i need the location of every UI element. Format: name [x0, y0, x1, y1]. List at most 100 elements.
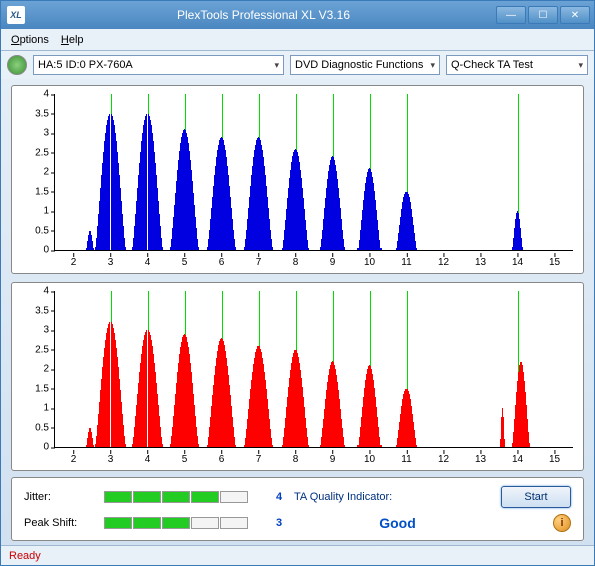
y-tick: 2.5: [21, 147, 49, 158]
segment: [104, 517, 132, 529]
y-tick: 1: [21, 403, 49, 414]
jitter-value: 4: [264, 491, 294, 503]
x-tick: 10: [364, 454, 375, 465]
x-tick: 14: [512, 257, 523, 268]
chevron-down-icon: ▾: [274, 60, 279, 71]
function-select-value: DVD Diagnostic Functions: [295, 59, 423, 71]
minimize-button[interactable]: —: [496, 6, 526, 24]
data-bar: [522, 247, 523, 250]
x-tick: 13: [475, 257, 486, 268]
y-tick: 3.5: [21, 305, 49, 316]
y-tick: 3.5: [21, 108, 49, 119]
menu-options[interactable]: Options: [11, 34, 49, 46]
ta-quality-label: TA Quality Indicator:: [294, 491, 501, 503]
x-tick: 15: [549, 257, 560, 268]
data-bar: [529, 443, 530, 447]
x-tick: 12: [438, 454, 449, 465]
chart-bottom: 00.511.522.533.5423456789101112131415: [11, 282, 584, 471]
y-tick: 1: [21, 206, 49, 217]
plot-bottom: 00.511.522.533.5423456789101112131415: [54, 291, 573, 448]
jitter-bar: [104, 491, 264, 503]
window-title: PlexTools Professional XL V3.16: [31, 8, 496, 22]
x-tick: 9: [330, 454, 336, 465]
x-tick: 13: [475, 454, 486, 465]
app-icon: XL: [7, 6, 25, 24]
app-window: XL PlexTools Professional XL V3.16 — ☐ ✕…: [0, 0, 595, 566]
y-tick: 0: [21, 245, 49, 256]
data-bar: [272, 445, 273, 447]
data-bar: [504, 439, 505, 447]
x-tick: 8: [293, 454, 299, 465]
peakshift-bar: [104, 517, 264, 529]
quality-panel: Jitter: 4 TA Quality Indicator: Start Pe…: [11, 477, 584, 541]
drive-icon: [7, 55, 27, 75]
titlebar: XL PlexTools Professional XL V3.16 — ☐ ✕: [1, 1, 594, 29]
y-tick: 4: [21, 89, 49, 100]
function-select[interactable]: DVD Diagnostic Functions ▾: [290, 55, 440, 75]
x-tick: 2: [71, 454, 77, 465]
segment: [191, 517, 219, 529]
x-tick: 4: [145, 257, 151, 268]
ta-quality-value: Good: [294, 515, 501, 531]
segment: [104, 491, 132, 503]
start-button[interactable]: Start: [501, 486, 571, 508]
x-tick: 6: [219, 454, 225, 465]
plot-top: 00.511.522.533.5423456789101112131415: [54, 94, 573, 251]
x-tick: 12: [438, 257, 449, 268]
data-bar: [416, 248, 417, 250]
test-select-value: Q-Check TA Test: [451, 59, 533, 71]
charts-area: 00.511.522.533.5423456789101112131415 00…: [1, 79, 594, 477]
data-bar: [198, 247, 199, 250]
data-bar: [308, 248, 309, 251]
menubar: Options Help: [1, 29, 594, 51]
segment: [133, 517, 161, 529]
maximize-button[interactable]: ☐: [528, 6, 558, 24]
data-bar: [125, 444, 126, 447]
y-tick: 2.5: [21, 344, 49, 355]
jitter-label: Jitter:: [24, 491, 104, 503]
y-tick: 2: [21, 167, 49, 178]
x-tick: 14: [512, 454, 523, 465]
chevron-down-icon: ▾: [430, 60, 435, 71]
data-bar: [344, 247, 345, 250]
y-tick: 1.5: [21, 186, 49, 197]
x-tick: 3: [108, 257, 114, 268]
x-tick: 6: [219, 257, 225, 268]
drive-select-value: HA:5 ID:0 PX-760A: [38, 59, 133, 71]
y-tick: 0.5: [21, 422, 49, 433]
data-bar: [380, 248, 381, 250]
x-tick: 4: [145, 454, 151, 465]
statusbar: Ready: [1, 545, 594, 565]
segment: [133, 491, 161, 503]
segment: [220, 491, 248, 503]
data-bar: [235, 247, 236, 250]
data-bar: [344, 445, 345, 447]
x-tick: 5: [182, 257, 188, 268]
data-bar: [416, 445, 417, 447]
y-tick: 0.5: [21, 225, 49, 236]
data-bar: [272, 247, 273, 250]
x-tick: 3: [108, 454, 114, 465]
drive-select[interactable]: HA:5 ID:0 PX-760A ▾: [33, 55, 284, 75]
x-tick: 11: [401, 257, 411, 268]
test-select[interactable]: Q-Check TA Test ▾: [446, 55, 588, 75]
y-tick: 4: [21, 286, 49, 297]
data-bar: [380, 445, 381, 447]
menu-help[interactable]: Help: [61, 34, 84, 46]
y-tick: 3: [21, 128, 49, 139]
info-icon[interactable]: i: [553, 514, 571, 532]
status-text: Ready: [9, 550, 41, 562]
chevron-down-icon: ▾: [578, 60, 583, 71]
data-bar: [162, 247, 163, 250]
close-button[interactable]: ✕: [560, 6, 590, 24]
x-tick: 7: [256, 454, 262, 465]
segment: [162, 517, 190, 529]
x-tick: 9: [330, 257, 336, 268]
x-tick: 8: [293, 257, 299, 268]
segment: [220, 517, 248, 529]
x-tick: 7: [256, 257, 262, 268]
data-bar: [162, 444, 163, 447]
y-tick: 1.5: [21, 383, 49, 394]
data-bar: [308, 445, 309, 447]
x-tick: 11: [401, 454, 411, 465]
